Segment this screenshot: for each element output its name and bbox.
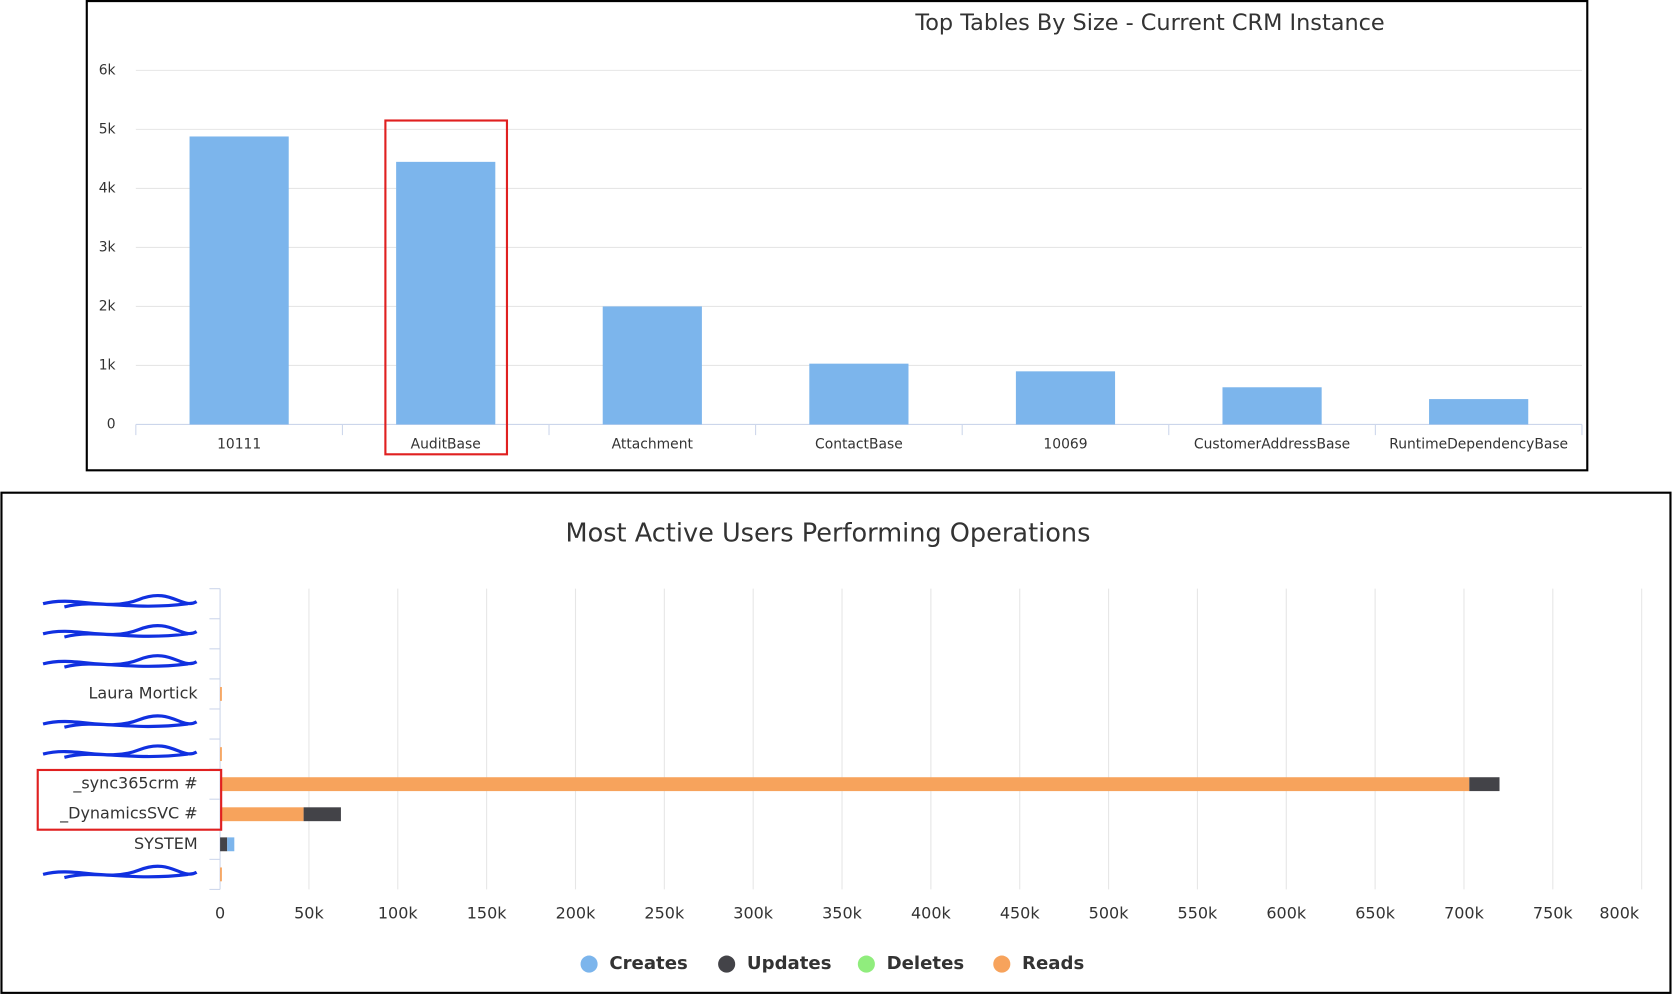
redaction-scribble [42, 714, 198, 729]
bar-segment [303, 807, 341, 822]
legend-label[interactable]: Creates [609, 953, 687, 974]
x-tick-label: 300k [733, 903, 774, 922]
x-tick-label: 750k [1533, 903, 1574, 922]
x-tick-label: 10069 [1043, 437, 1087, 453]
x-tick-label: 800k [1599, 903, 1640, 922]
x-tick-label: Attachment [612, 437, 694, 453]
x-tick-label: 350k [822, 903, 863, 922]
y-tick-label: 2k [99, 298, 116, 314]
x-tick-label: ContactBase [815, 437, 903, 453]
y-tick-label: SYSTEM [134, 834, 198, 853]
x-tick-label: 650k [1355, 903, 1396, 922]
redaction-scribble [42, 864, 198, 880]
y-tick-label: Laura Mortick [89, 683, 199, 702]
bar [1429, 399, 1529, 425]
x-tick-label: CustomerAddressBase [1194, 437, 1350, 453]
x-tick-label: 10111 [217, 437, 261, 453]
redaction-scribble [42, 654, 198, 669]
redaction-scribble [42, 744, 198, 759]
bar-segment [227, 837, 235, 852]
x-tick-label: 450k [1000, 903, 1041, 922]
x-tick-label: 600k [1266, 903, 1307, 922]
legend-marker[interactable] [718, 955, 736, 973]
y-tick-label: _sync365crm # [72, 774, 197, 794]
y-tick-label: 6k [99, 62, 116, 78]
bar-segment [220, 747, 222, 762]
bar-segment [220, 687, 222, 701]
x-tick-label: 100k [378, 903, 419, 922]
x-tick-label: AuditBase [411, 437, 481, 453]
chart-frame [0, 491, 1672, 994]
x-tick-label: 0 [215, 903, 225, 922]
y-tick-label: _DynamicsSVC # [59, 804, 198, 824]
x-tick-label: 50k [294, 903, 324, 922]
bar-segment [220, 807, 304, 822]
bar [1015, 371, 1116, 425]
legend-label[interactable]: Reads [1022, 953, 1084, 974]
bar-segment [1469, 777, 1500, 792]
bar [396, 161, 496, 425]
y-tick-label: 0 [107, 416, 116, 432]
x-tick-label: 500k [1089, 903, 1130, 922]
highlight-box [384, 119, 509, 456]
x-tick-label: 200k [556, 903, 597, 922]
x-tick-label: 150k [467, 903, 508, 922]
bar-segment [220, 837, 228, 852]
x-tick-label: 250k [644, 903, 685, 922]
bar [189, 136, 289, 425]
legend-marker[interactable] [857, 955, 875, 973]
redaction-scribble [42, 624, 198, 639]
y-tick-label: 5k [99, 121, 116, 137]
y-tick-label: 3k [99, 239, 116, 255]
x-tick-label: RuntimeDependencyBase [1389, 437, 1568, 453]
chart-title: Most Active Users Performing Operations [566, 518, 1091, 548]
x-tick-label: 550k [1178, 903, 1219, 922]
bar-segment [220, 867, 222, 882]
legend-marker[interactable] [580, 955, 598, 973]
bar [809, 363, 909, 425]
chart-frame [85, 0, 1589, 472]
bar [602, 306, 702, 425]
x-tick-label: 700k [1444, 903, 1485, 922]
x-tick-label: 400k [911, 903, 952, 922]
bar-segment [220, 777, 1470, 792]
legend-label[interactable]: Updates [747, 953, 832, 974]
legend-label[interactable]: Deletes [887, 953, 965, 974]
bar [1222, 387, 1322, 425]
redaction-scribble [42, 593, 198, 609]
y-tick-label: 1k [99, 357, 116, 373]
highlight-box [36, 768, 223, 831]
legend-marker[interactable] [993, 955, 1011, 973]
y-tick-label: 4k [99, 180, 116, 196]
chart-title: Top Tables By Size - Current CRM Instanc… [914, 10, 1384, 36]
